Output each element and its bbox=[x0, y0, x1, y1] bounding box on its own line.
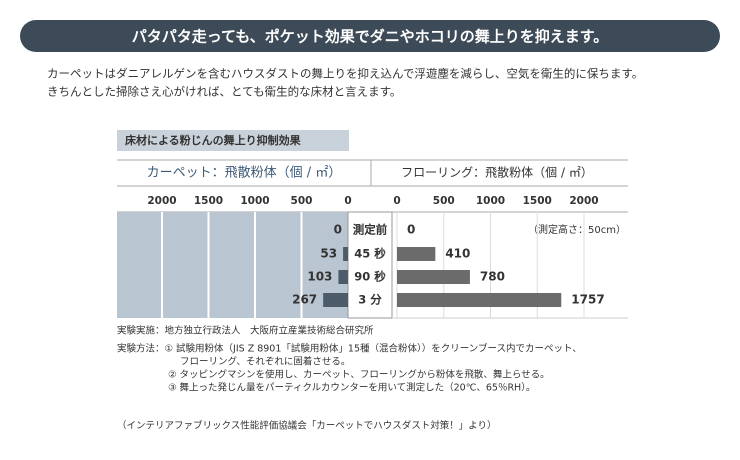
carpet-bar bbox=[343, 247, 348, 261]
tick-label: 500 bbox=[433, 195, 455, 207]
intro-line: カーペットはダニアレルゲンを含むハウスダストの舞上りを抑え込んで浮遊塵を減らし、… bbox=[47, 67, 643, 81]
note: フローリング、それぞれに固着させる。 bbox=[180, 356, 350, 368]
chart-title-bg bbox=[117, 130, 349, 151]
flooring-value: 410 bbox=[445, 247, 470, 261]
tick-label: 0 bbox=[344, 195, 351, 207]
tick-label: 2000 bbox=[569, 195, 598, 207]
flooring-bar bbox=[397, 247, 436, 261]
category-box bbox=[347, 211, 393, 319]
source: （インテリアファブリックス性能評価協議会「カーペットでハウスダスト対策！」より） bbox=[117, 420, 497, 432]
banner: パタパタ走っても、ポケット効果でダニやホコリの舞上りを抑えます。 bbox=[132, 28, 609, 46]
carpet-bar bbox=[323, 293, 348, 307]
flooring-bar bbox=[397, 293, 562, 307]
note: 実験実施：地方独立行政法人 大阪府立産業技術総合研究所 bbox=[117, 325, 374, 337]
carpet-bg bbox=[117, 212, 348, 318]
category: 45 秒 bbox=[354, 247, 386, 261]
chart-title: 床材による粉じんの舞上り抑制効果 bbox=[125, 133, 301, 147]
right-label: フローリング：飛散粉体（個 / ㎡） bbox=[401, 165, 593, 180]
chart-note: （測定高さ：50cm） bbox=[528, 223, 626, 236]
banner-bg bbox=[20, 20, 720, 52]
tick-label: 1500 bbox=[194, 195, 223, 207]
flooring-value: 1757 bbox=[571, 293, 604, 307]
tick-label: 500 bbox=[291, 195, 313, 207]
carpet-bar bbox=[338, 270, 348, 284]
note: ② タッピングマシンを使用し、カーペット、フローリングから粉体を飛散、舞上らせる… bbox=[168, 369, 550, 381]
carpet-value: 267 bbox=[292, 293, 317, 307]
tick-label: 1500 bbox=[523, 195, 552, 207]
tick-label: 2000 bbox=[147, 195, 176, 207]
note: 実験方法：① 試験用粉体（JIS Z 8901「試験用粉体」15種（混合粉体））… bbox=[117, 343, 582, 355]
category: 測定前 bbox=[353, 223, 388, 237]
tick-label: 1000 bbox=[240, 195, 269, 207]
flooring-value: 0 bbox=[407, 223, 415, 237]
category: 3 分 bbox=[358, 293, 382, 307]
note: ③ 舞上った発じん量をパーティクルカウンターを用いて測定した（20℃、65％RH… bbox=[168, 382, 535, 394]
flooring-bar bbox=[397, 270, 470, 284]
intro-line: きちんとした掃除さえ心がければ、とても衛生的な床材と言えます。 bbox=[47, 85, 401, 99]
carpet-value: 103 bbox=[307, 270, 332, 284]
category: 90 秒 bbox=[354, 270, 386, 284]
left-label: カーペット：飛散粉体（個 / ㎡） bbox=[147, 166, 342, 181]
flooring-value: 780 bbox=[480, 270, 505, 284]
carpet-value: 53 bbox=[320, 247, 337, 261]
carpet-value: 0 bbox=[334, 223, 342, 237]
tick-label: 0 bbox=[393, 195, 400, 207]
tick-label: 1000 bbox=[476, 195, 505, 207]
